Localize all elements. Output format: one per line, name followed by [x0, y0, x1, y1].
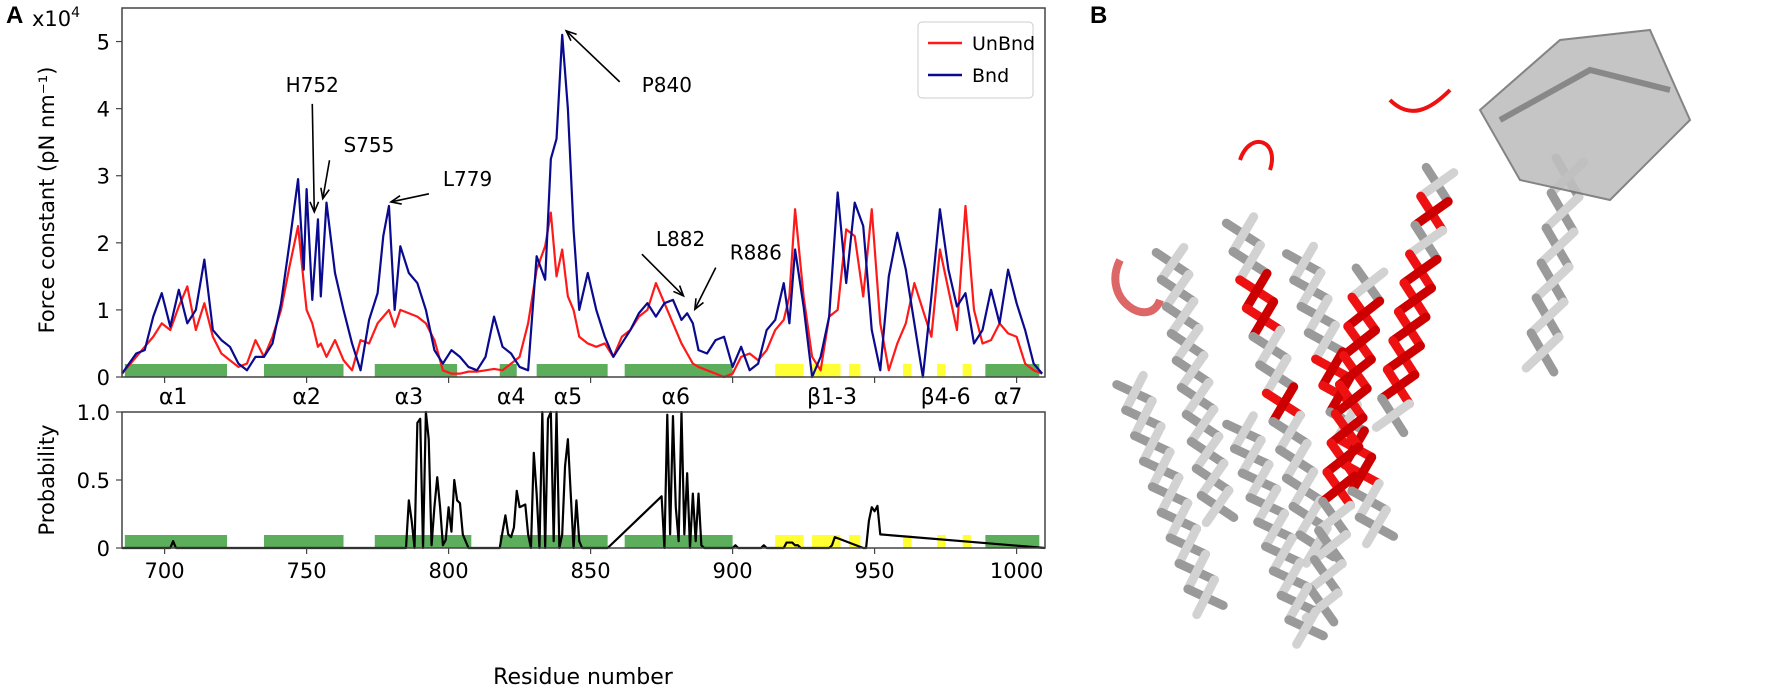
y-multiplier: x104 — [32, 5, 80, 31]
series-line-unbnd — [121, 204, 1043, 379]
force-constant-lines — [121, 33, 1043, 379]
annotation-p840: P840 — [642, 73, 692, 97]
helix-bar — [264, 364, 344, 377]
x-tick-label: 850 — [571, 559, 611, 583]
x-tick-label: 950 — [855, 559, 895, 583]
probability-series — [122, 410, 1046, 550]
y-tick-label: 3 — [97, 165, 110, 189]
upper-y-axis-label: Force constant (pN nm⁻¹) — [35, 67, 59, 334]
upper-plot-frame — [121, 7, 1046, 378]
panel-a-label: A — [6, 2, 24, 29]
lower-plot: 0 0.5 1.0 700 750 800 850 900 950 1000 Probabili… — [35, 401, 1046, 690]
secondary-structure-labels: α1 α2 α3 α4 α5 α6 β1-3 β4-6 α7 — [159, 385, 1022, 410]
ss-label: β4-6 — [921, 385, 971, 410]
x-tick-label: 1000 — [990, 559, 1043, 583]
sheet-bar — [903, 364, 912, 377]
ss-label: α6 — [662, 385, 691, 410]
sheet-bar — [849, 364, 861, 377]
helix-bar — [499, 364, 517, 377]
helix-bar — [374, 364, 458, 377]
upper-y-ticks: 0 1 2 3 4 5 — [97, 31, 122, 390]
annotation-s755: S755 — [344, 133, 395, 157]
ss-label: α2 — [292, 385, 321, 410]
secondary-structure-bars-upper — [124, 364, 1040, 377]
annotation-h752: H752 — [286, 73, 339, 97]
y-tick-label: 2 — [97, 232, 110, 256]
sheet-bar — [962, 364, 972, 377]
sheet-bar — [775, 364, 804, 377]
lower-plot-frame — [121, 411, 1046, 549]
legend: UnBnd Bnd — [917, 21, 1035, 99]
annotation-r886: R886 — [730, 241, 782, 265]
legend-box — [917, 21, 1034, 99]
x-tick-label: 900 — [713, 559, 753, 583]
y-tick-label: 0 — [97, 366, 110, 390]
helix-bar — [264, 535, 344, 548]
protein-structure-render — [1111, 28, 1692, 649]
y-tick-label: 1.0 — [77, 401, 110, 425]
y-tick-label: 1 — [97, 299, 110, 323]
residue-annotations: H752 S755 L779 P840 L882 R886 — [286, 29, 782, 312]
sheet-bar — [849, 535, 861, 548]
lower-y-axis-label: Probability — [35, 424, 59, 535]
ss-label: α1 — [159, 385, 188, 410]
ss-label: α4 — [497, 385, 526, 410]
ss-label: α3 — [395, 385, 424, 410]
ss-label: α7 — [994, 385, 1023, 410]
x-tick-label: 800 — [429, 559, 469, 583]
series-line-bnd — [121, 33, 1043, 379]
helix-bar — [624, 364, 733, 377]
lower-x-ticks: 700 750 800 850 900 950 1000 — [145, 548, 1043, 583]
panel-b-label: B — [1090, 2, 1108, 29]
lower-y-ticks: 0 0.5 1.0 — [77, 401, 122, 561]
x-axis-label: Residue number — [493, 665, 674, 690]
y-tick-label: 0.5 — [77, 469, 110, 493]
upper-x-ticks — [164, 377, 1018, 383]
legend-unbnd-label: UnBnd — [972, 33, 1035, 55]
sheet-bar — [937, 535, 946, 548]
sheet-bar — [903, 535, 912, 548]
annotation-l779: L779 — [443, 167, 492, 191]
x-tick-label: 750 — [287, 559, 327, 583]
legend-bnd-label: Bnd — [972, 65, 1009, 87]
force-constant-chart: H752 S755 L779 P840 L882 R886 0 1 2 3 4 5 α1 α2 α3 α4… — [32, 5, 1046, 690]
y-tick-label: 0 — [97, 537, 110, 561]
x-tick-label: 700 — [145, 559, 185, 583]
helix-bar — [985, 364, 1040, 377]
sheet-bar — [937, 364, 946, 377]
y-tick-label: 5 — [97, 31, 110, 55]
ss-label: β1-3 — [807, 385, 857, 410]
structure-helices — [1111, 28, 1692, 649]
ss-label: α5 — [554, 385, 583, 410]
helix-bar — [124, 364, 228, 377]
y-tick-label: 4 — [97, 98, 110, 122]
annotation-l882: L882 — [656, 227, 705, 251]
helix-bar — [124, 535, 228, 548]
upper-plot: H752 S755 L779 P840 L882 R886 0 1 2 3 4 5 α1 α2 α3 α4… — [32, 5, 1046, 410]
helix-bar — [536, 364, 608, 377]
probability-line — [122, 410, 1046, 550]
